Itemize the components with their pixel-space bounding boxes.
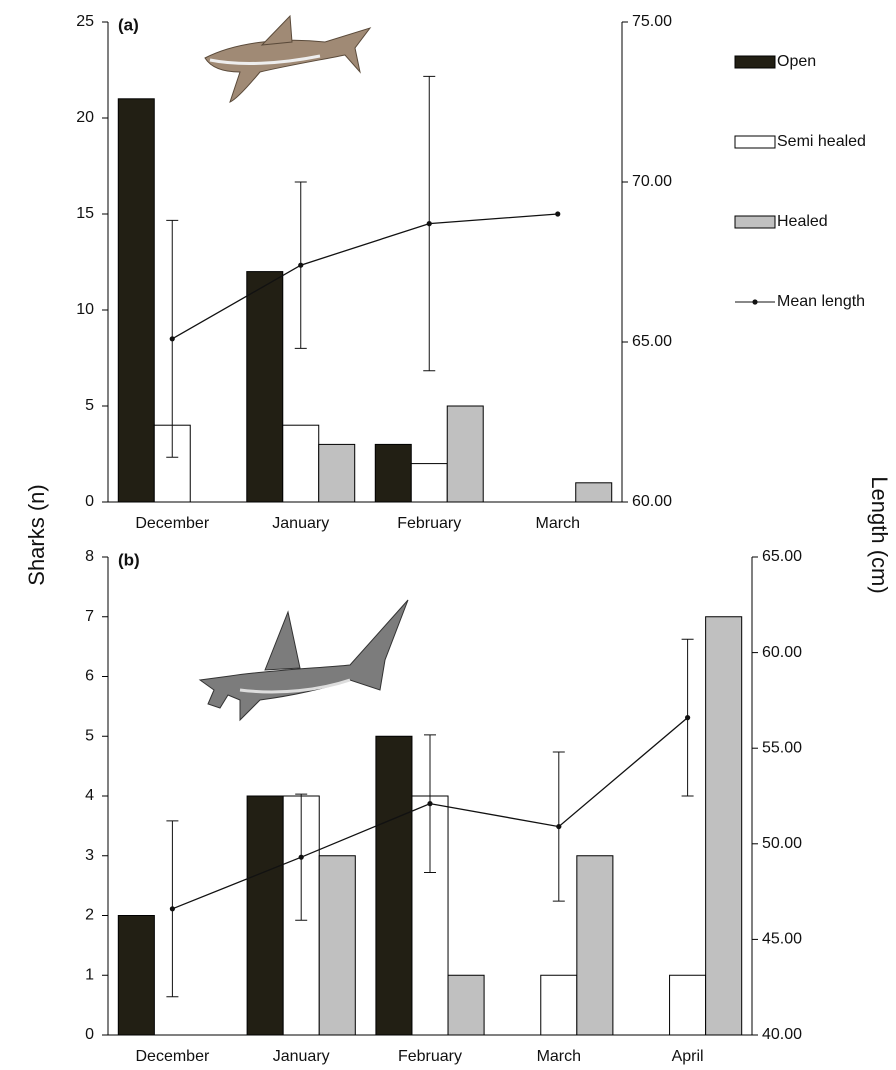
legend-swatch xyxy=(734,135,776,149)
shark-illustration xyxy=(204,14,372,103)
y-tick-label: 0 xyxy=(85,493,94,510)
bar xyxy=(282,424,320,503)
y2-tick-label: 75.00 xyxy=(632,13,672,30)
bar xyxy=(705,616,743,1036)
bar xyxy=(446,405,484,503)
y2-tick-label: 65.00 xyxy=(632,333,672,350)
bar xyxy=(540,974,578,1036)
y-tick-label: 15 xyxy=(76,205,94,222)
y2-tick-label: 65.00 xyxy=(762,548,802,565)
y-tick-label: 10 xyxy=(76,301,94,318)
y-tick-label: 25 xyxy=(76,13,94,30)
bar xyxy=(117,98,155,503)
x-tick-label: January xyxy=(273,1048,330,1065)
x-tick-label: April xyxy=(672,1048,704,1065)
line xyxy=(171,213,558,340)
legend-label: Healed xyxy=(777,213,828,230)
legend-label: Open xyxy=(777,53,816,70)
legend-marker xyxy=(752,299,758,305)
point xyxy=(298,262,304,268)
y2-tick-label: 40.00 xyxy=(762,1026,802,1043)
y-tick-label: 7 xyxy=(85,608,94,625)
y2-axis-label: Length (cm) xyxy=(867,476,892,593)
bar xyxy=(669,974,707,1036)
x-tick-label: December xyxy=(135,515,209,532)
y2-tick-label: 55.00 xyxy=(762,739,802,756)
bar xyxy=(117,915,155,1036)
bar xyxy=(374,443,412,503)
y-tick-label: 5 xyxy=(85,727,94,744)
bar xyxy=(153,424,191,503)
bar xyxy=(576,855,614,1036)
panel-title: (a) xyxy=(118,15,139,34)
y-tick-label: 3 xyxy=(85,847,94,864)
legend-swatch xyxy=(734,55,776,69)
x-tick-label: February xyxy=(398,1048,462,1065)
point xyxy=(685,715,691,721)
point xyxy=(426,221,432,227)
point xyxy=(169,336,175,342)
y-tick-label: 4 xyxy=(85,787,94,804)
x-tick-label: February xyxy=(397,515,461,532)
x-tick-label: March xyxy=(537,1048,581,1065)
y2-tick-label: 60.00 xyxy=(632,493,672,510)
point xyxy=(556,823,562,830)
y-tick-label: 2 xyxy=(85,907,94,924)
y-tick-label: 1 xyxy=(85,966,94,983)
point xyxy=(169,906,175,912)
bar xyxy=(318,443,356,503)
point xyxy=(298,854,304,860)
bar xyxy=(447,974,485,1036)
panel-title: (b) xyxy=(118,550,140,569)
y-axis-label: Sharks (n) xyxy=(24,484,49,585)
point xyxy=(555,211,561,217)
x-tick-label: March xyxy=(536,515,580,532)
legend-label: Mean length xyxy=(777,293,865,310)
y2-tick-label: 50.00 xyxy=(762,835,802,852)
bar xyxy=(318,855,356,1036)
legend-swatch xyxy=(734,215,776,229)
legend-label: Semi healed xyxy=(777,133,866,150)
bar xyxy=(246,795,284,1036)
y-tick-label: 6 xyxy=(85,668,94,685)
y-tick-label: 0 xyxy=(85,1026,94,1043)
point xyxy=(427,801,433,807)
x-tick-label: January xyxy=(272,515,329,532)
shark-illustration xyxy=(198,599,409,722)
y-tick-label: 5 xyxy=(85,397,94,414)
y2-tick-label: 70.00 xyxy=(632,173,672,190)
bar xyxy=(575,482,613,503)
y-tick-label: 8 xyxy=(85,548,94,565)
x-tick-label: December xyxy=(135,1048,209,1065)
y-tick-label: 20 xyxy=(76,109,94,126)
bar xyxy=(410,463,448,503)
y2-tick-label: 60.00 xyxy=(762,644,802,661)
y2-tick-label: 45.00 xyxy=(762,931,802,948)
bar xyxy=(246,271,284,503)
bar xyxy=(375,735,413,1036)
